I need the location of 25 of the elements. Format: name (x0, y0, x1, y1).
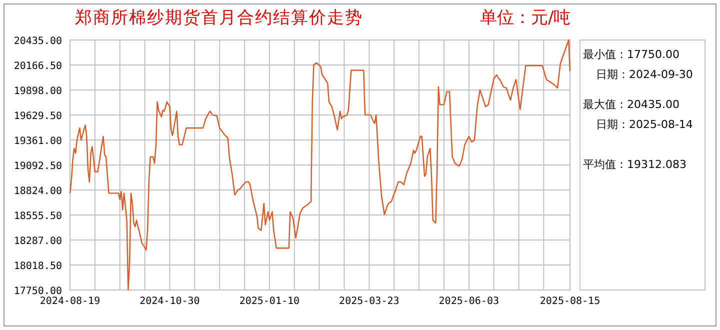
chart-subtitle: 单位：元/吨 (480, 8, 571, 28)
y-tick-label: 18824.00 (14, 186, 62, 197)
x-tick-label: 2024-08-19 (40, 296, 100, 307)
text: 日期：2024-09-30 (596, 68, 693, 81)
x-tick-label: 2025-01-10 (239, 296, 300, 307)
x-tick-label: 2025-06-03 (438, 296, 499, 307)
y-tick-label: 18287.00 (14, 236, 62, 247)
text: 日期：2025-08-14 (596, 118, 693, 131)
text: 最小值：17750.00 (583, 48, 680, 61)
text: 平均值：19312.083 (583, 158, 686, 171)
y-tick-label: 19898.00 (14, 86, 62, 97)
y-tick-label: 19361.00 (14, 136, 62, 147)
y-tick-label: 19092.50 (14, 161, 62, 172)
y-tick-label: 19629.50 (14, 111, 62, 122)
y-tick-label: 20166.50 (14, 61, 62, 72)
x-tick-label: 2025-03-23 (339, 296, 400, 307)
y-tick-label: 18018.50 (14, 261, 62, 272)
chart-title: 郑商所棉纱期货首月合约结算价走势 (75, 8, 363, 28)
y-tick-label: 20435.00 (14, 36, 62, 47)
x-tick-label: 2025-08-15 (540, 296, 600, 307)
x-tick-label: 2024-10-30 (140, 296, 200, 307)
y-tick-label: 17750.00 (14, 286, 62, 297)
text: 最大值：20435.00 (583, 98, 680, 111)
y-tick-label: 18555.50 (14, 211, 62, 222)
line-series (69, 39, 571, 291)
